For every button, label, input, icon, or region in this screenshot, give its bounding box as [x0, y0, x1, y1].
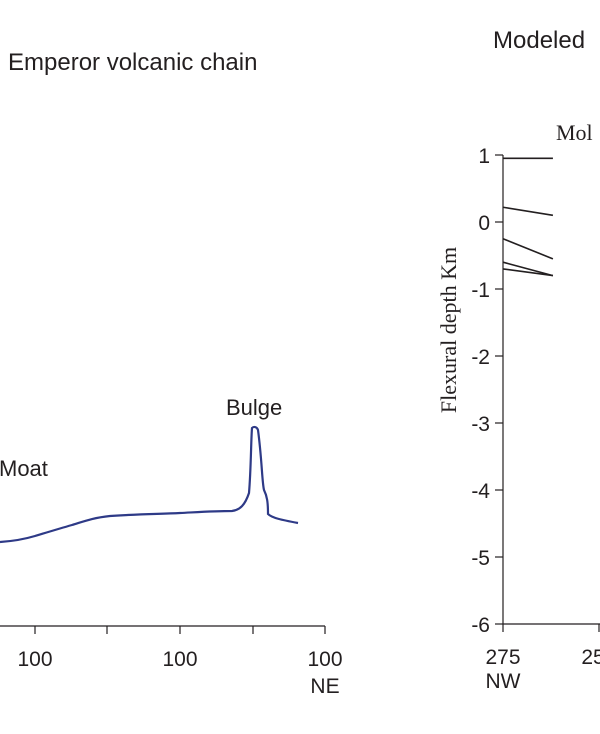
right-chart-title: Modeled	[493, 27, 585, 54]
left-chart-title: Emperor volcanic chain	[8, 49, 257, 76]
series-line-3	[502, 238, 554, 260]
series-line-2	[502, 206, 554, 217]
mol-label: Mol	[556, 120, 593, 145]
left-x-tick-label: 100	[17, 648, 52, 671]
left-x-tick-label: 100	[162, 648, 197, 671]
left-x-direction-label: NE	[310, 675, 339, 698]
right-y-tick-label: -1	[471, 279, 490, 302]
profile-line	[0, 425, 299, 544]
right-x-direction-label: NW	[486, 670, 521, 693]
moat-label: Moat	[0, 456, 48, 481]
right-series-lines	[502, 157, 554, 277]
right-y-tick-label: 0	[478, 212, 490, 235]
right-y-tick-label: -2	[471, 346, 490, 369]
left-panel: Emperor volcanic chain Bulge Moat 100 10…	[0, 49, 343, 698]
right-y-ticks: 1 0 -1 -2 -3 -4 -5 -6	[471, 145, 503, 637]
left-x-tick-label: 100	[307, 648, 342, 671]
right-y-tick-label: -3	[471, 413, 490, 436]
right-y-tick-label: -4	[471, 480, 490, 503]
right-y-tick-label: -6	[471, 614, 490, 637]
bulge-label: Bulge	[226, 395, 282, 420]
right-x-tick-label: 25	[581, 646, 600, 669]
right-panel: Modeled Mol 1 0 -1 -2 -3 -4 -5 -6 Flexural dept…	[436, 27, 600, 693]
right-y-tick-label: 1	[478, 145, 490, 168]
right-x-tick-label: 275	[485, 646, 520, 669]
y-axis-label: Flexural depth Km	[436, 247, 461, 413]
series-line-4	[502, 261, 554, 277]
right-y-tick-label: -5	[471, 547, 490, 570]
series-line-5	[502, 268, 554, 277]
